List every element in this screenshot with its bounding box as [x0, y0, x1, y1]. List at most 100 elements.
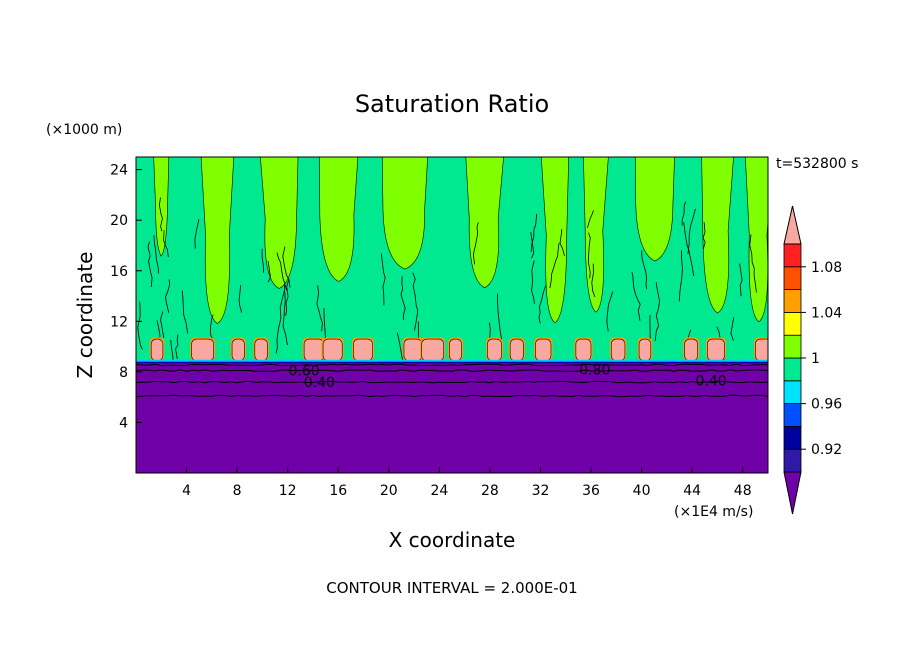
- colorbar-segment: [783, 425, 802, 450]
- contour-wisp: [194, 219, 200, 249]
- colorbar-segment: [783, 289, 802, 313]
- contour-wisp: [702, 221, 706, 250]
- contour-wisp: [683, 222, 695, 277]
- colorbar-label: 1: [811, 351, 820, 367]
- x-tick-label: 8: [233, 483, 242, 499]
- contour-label: 0.40: [696, 374, 727, 390]
- time-label: t=532800 s: [776, 156, 858, 172]
- cloud-cap: [191, 338, 214, 362]
- contour-wisp: [559, 229, 565, 257]
- x-tick-label: 32: [532, 483, 550, 499]
- x-tick-label: 12: [279, 483, 297, 499]
- contour-wisp: [316, 285, 323, 332]
- green-column: [319, 157, 359, 282]
- contour-lines: [136, 359, 768, 398]
- colorbar-segment: [783, 380, 802, 404]
- x-unit-label: (×1E4 m/s): [674, 504, 753, 520]
- contour-wisp: [238, 285, 243, 313]
- cloud-cap: [421, 338, 445, 362]
- contour-wisp: [163, 230, 169, 258]
- x-tick-label: 24: [430, 483, 448, 499]
- x-tick-label: 40: [633, 483, 651, 499]
- colorbar-high-arrow: [783, 205, 802, 245]
- contour-wisp: [153, 235, 159, 274]
- cloud-cap: [353, 338, 373, 362]
- contour-label: 0.60: [289, 364, 320, 380]
- x-tick-label: 36: [582, 483, 600, 499]
- contour-wisp: [400, 276, 406, 320]
- cloud-cap: [231, 338, 245, 362]
- colorbar-segment: [783, 357, 802, 382]
- contour-wisp: [285, 278, 290, 316]
- colorbar-segment: [783, 266, 802, 290]
- contour-wisp: [538, 285, 547, 324]
- y-axis-label: Z coordinate: [73, 252, 97, 379]
- contour-wisp: [160, 311, 165, 338]
- contour-wisp: [137, 301, 143, 350]
- colorbar-label: 0.92: [811, 442, 842, 458]
- contour-wisp: [679, 250, 683, 302]
- y-axis-ticks: 4 8 12 16 20 24: [110, 163, 142, 431]
- lower-layer-fill: [136, 361, 768, 473]
- cloud-cap: [575, 338, 592, 362]
- edge-band: [136, 359, 768, 362]
- y-tick-label: 12: [110, 314, 128, 330]
- green-column: [381, 157, 429, 270]
- contour-wisp: [749, 234, 757, 293]
- contour-wisp: [282, 246, 291, 288]
- y-tick-label: 16: [110, 264, 128, 280]
- x-axis-ticks: 4 8 12 16 20 24 28 32 36 40 44 48: [182, 467, 752, 499]
- plot-frame: [135, 156, 769, 474]
- contour-labels: 0.600.400.800.40: [289, 362, 727, 391]
- contour-wisp: [606, 291, 614, 332]
- green-column: [583, 157, 609, 313]
- x-tick-label: 44: [683, 483, 701, 499]
- x-tick-label: 4: [182, 483, 191, 499]
- x-tick-label: 16: [329, 483, 347, 499]
- contour-wisp: [175, 334, 179, 360]
- contour-wisp: [275, 289, 286, 354]
- colorbar-segment: [783, 243, 802, 268]
- cloud-cap: [254, 338, 268, 362]
- contour-wisp: [641, 250, 648, 290]
- contour-wisp: [631, 271, 641, 321]
- colorbar-low-arrow: [783, 471, 802, 515]
- green-column: [153, 157, 170, 257]
- contour-wisp: [739, 263, 743, 297]
- contour-wisp: [181, 290, 189, 334]
- cloud-cap: [322, 338, 343, 362]
- cloud-cap: [487, 338, 502, 362]
- contour-wisp: [412, 272, 419, 331]
- contour-label: 0.40: [304, 375, 335, 391]
- contour-wisp: [267, 260, 271, 283]
- cloud-cap: [403, 338, 423, 362]
- plot-area: 0.600.400.800.40: [136, 157, 768, 473]
- contour-wisp: [654, 282, 661, 342]
- colorbar-segment: [783, 334, 802, 359]
- colorbar: 0.92 0.96 1 1.04 1.08: [783, 205, 842, 515]
- green-column: [200, 157, 235, 324]
- contour-wisp: [531, 260, 535, 305]
- contour-line: [136, 363, 768, 367]
- green-column: [260, 157, 299, 289]
- cloud-cap: [707, 338, 725, 362]
- cloud-cap: [303, 338, 325, 362]
- cloud-cap: [509, 338, 524, 362]
- green-column: [635, 157, 675, 262]
- cloud-cap: [610, 338, 626, 362]
- cloud-cap: [638, 338, 652, 362]
- contour-wisp: [530, 231, 535, 259]
- contour-wisp: [282, 285, 288, 346]
- contour-wisp: [687, 208, 696, 255]
- y-tick-label: 24: [110, 163, 128, 179]
- green-column: [540, 157, 569, 324]
- contour-wisp: [147, 241, 153, 287]
- cloud-cap: [535, 338, 552, 362]
- colorbar-label: 1.04: [811, 305, 842, 321]
- x-tick-label: 28: [481, 483, 499, 499]
- contour-wisp: [158, 197, 163, 232]
- contour-label: 0.80: [579, 362, 610, 378]
- contour-wisp: [497, 293, 502, 340]
- cloud-cap: [684, 338, 699, 362]
- contour-wisp: [587, 210, 594, 228]
